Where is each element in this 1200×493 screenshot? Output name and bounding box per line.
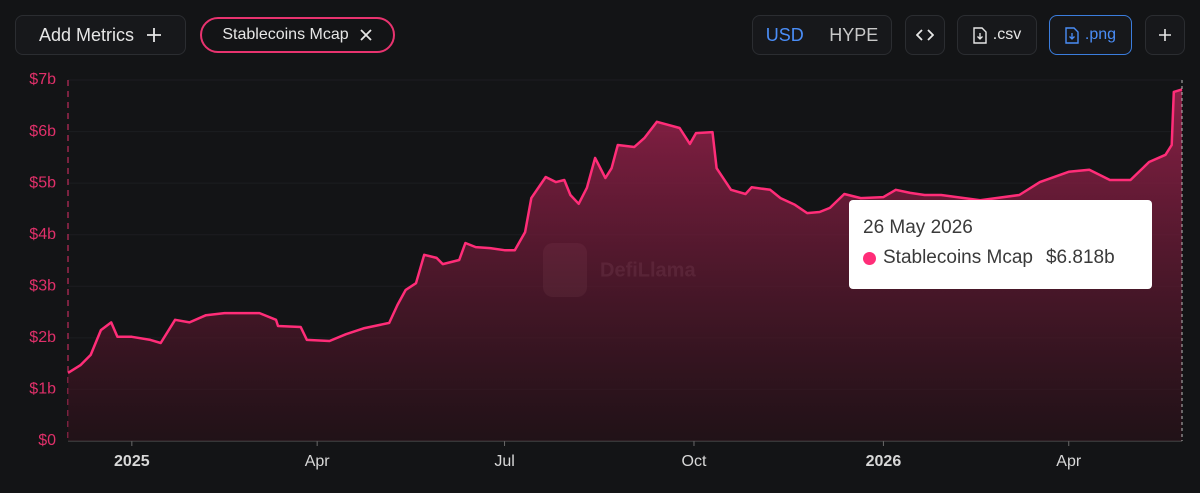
png-button[interactable]: .png	[1049, 15, 1132, 55]
metric-pill[interactable]: Stablecoins Mcap	[200, 17, 395, 53]
embed-button[interactable]	[905, 15, 945, 55]
file-icon	[973, 26, 987, 44]
plus-icon	[147, 28, 162, 42]
y-tick-label: $6b	[29, 123, 56, 140]
close-icon[interactable]	[359, 28, 373, 42]
tooltip-value: $6.818b	[1045, 247, 1115, 268]
add-metrics-label: Add Metrics	[38, 24, 135, 45]
add-metrics-button[interactable]: Add Metrics	[15, 15, 186, 55]
tooltip-date: 26 May 2026	[863, 217, 973, 238]
tooltip-row: Stablecoins Mcap $6.818b	[863, 247, 1138, 269]
csv-button[interactable]: .csv	[957, 15, 1037, 55]
y-tick-label: $1b	[29, 381, 56, 398]
code-icon	[916, 29, 934, 41]
x-tick-label: 2025	[114, 453, 150, 470]
plus-icon	[1159, 29, 1171, 41]
y-tick-label: $0	[38, 432, 56, 449]
y-tick-label: $4b	[29, 226, 56, 243]
x-tick-label: Jul	[494, 453, 514, 470]
x-tick-label: Apr	[305, 453, 331, 470]
tooltip-dot	[863, 251, 876, 265]
y-tick-label: $2b	[29, 329, 56, 346]
y-tick-label: $5b	[29, 174, 56, 191]
file-icon	[1065, 26, 1079, 44]
currency-toggle: USD HYPE	[752, 15, 892, 55]
more-button[interactable]	[1145, 15, 1185, 55]
y-tick-label: $7b	[29, 71, 56, 88]
x-tick-label: Oct	[682, 453, 707, 470]
currency-option[interactable]: HYPE	[829, 24, 879, 45]
x-tick-label: 2026	[866, 453, 902, 470]
metric-pill-label: Stablecoins Mcap	[222, 26, 349, 43]
x-tick-label: Apr	[1056, 453, 1082, 470]
area	[68, 89, 1182, 442]
y-tick-label: $3b	[29, 278, 56, 295]
png-label: .png	[1084, 26, 1117, 43]
currency-option[interactable]: USD	[765, 24, 804, 45]
line	[67, 88, 1183, 374]
tooltip-series: Stablecoins Mcap	[883, 247, 1033, 268]
tooltip: 26 May 2026 Stablecoins Mcap $6.818b	[849, 200, 1152, 289]
csv-label: .csv	[992, 26, 1022, 43]
